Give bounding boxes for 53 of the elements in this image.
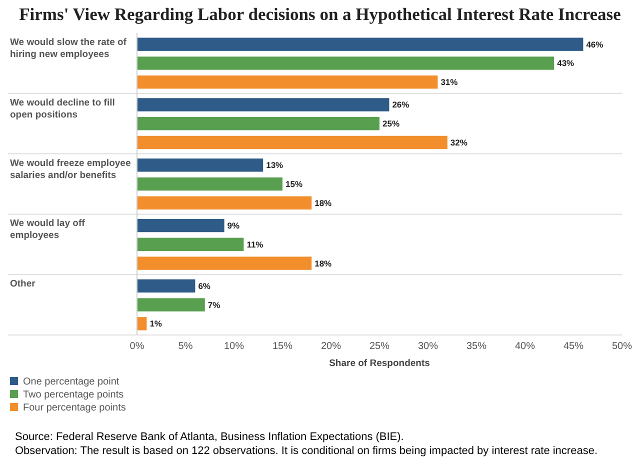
x-axis-title: Share of Respondents <box>329 358 430 369</box>
bar <box>137 218 224 232</box>
legend-label: Two percentage points <box>23 390 124 400</box>
x-tick-label: 5% <box>178 341 193 352</box>
bar <box>137 298 205 312</box>
x-tick-label: 10% <box>224 341 244 352</box>
x-tick-label: 20% <box>320 341 342 352</box>
text: 31% <box>440 77 458 88</box>
text: 46% <box>586 39 604 50</box>
text: 25% <box>382 118 400 129</box>
source-note: Source: Federal Reserve Bank of Atlanta, Business Inflation Expectations (BIE). <box>15 431 404 443</box>
bar <box>137 56 554 70</box>
x-tick-label: 25% <box>369 341 390 352</box>
text: 26% <box>392 100 410 110</box>
text: 15% <box>286 178 303 189</box>
legend-label: One percentage point <box>23 376 120 388</box>
x-tick-label: 35% <box>466 341 487 352</box>
text: Observation: The result is based on 122 observations. It is conditional on firms being impacted by interest rate increase. <box>15 445 598 457</box>
y-tick-label: We would freeze employee salaries and/or benefits <box>10 158 131 181</box>
legend-label: Four percentage points <box>23 402 126 414</box>
bar <box>137 38 584 51</box>
bar <box>137 177 282 191</box>
bar <box>137 158 264 172</box>
bar <box>137 116 380 130</box>
x-tick-label: 0% <box>130 341 144 352</box>
bar <box>137 279 196 293</box>
x-tick-label: 50% <box>612 341 632 352</box>
text: 7% <box>208 300 220 310</box>
x-tick-label: 30% <box>418 341 438 352</box>
bar <box>137 317 147 330</box>
bar <box>137 256 312 270</box>
text: 43% <box>557 58 574 68</box>
text: 13% <box>266 160 284 170</box>
x-tick-label: 45% <box>563 341 584 352</box>
bar <box>137 136 448 150</box>
x-tick-label: 15% <box>272 341 293 352</box>
y-tick-label: We would lay off employees <box>10 218 86 242</box>
text: 6% <box>198 280 210 291</box>
chart-title: Firms' View Regarding Labor decisions on a Hypothetical Interest Rate Increase <box>19 4 622 24</box>
text: 32% <box>450 137 468 148</box>
y-tick-label: Other <box>10 278 36 290</box>
text: 9% <box>227 220 240 230</box>
text: 1% <box>150 318 162 329</box>
y-tick-label: We would slow the rate of hiring new employees <box>10 37 128 60</box>
bar <box>137 196 312 210</box>
bar <box>137 98 390 112</box>
text: 11% <box>246 239 264 250</box>
bar <box>137 75 438 89</box>
y-tick-label: We would decline to fill open positions <box>10 97 115 120</box>
text: 18% <box>314 258 332 268</box>
text: 18% <box>314 198 332 208</box>
x-tick-label: 40% <box>514 341 536 352</box>
bar <box>137 238 244 252</box>
